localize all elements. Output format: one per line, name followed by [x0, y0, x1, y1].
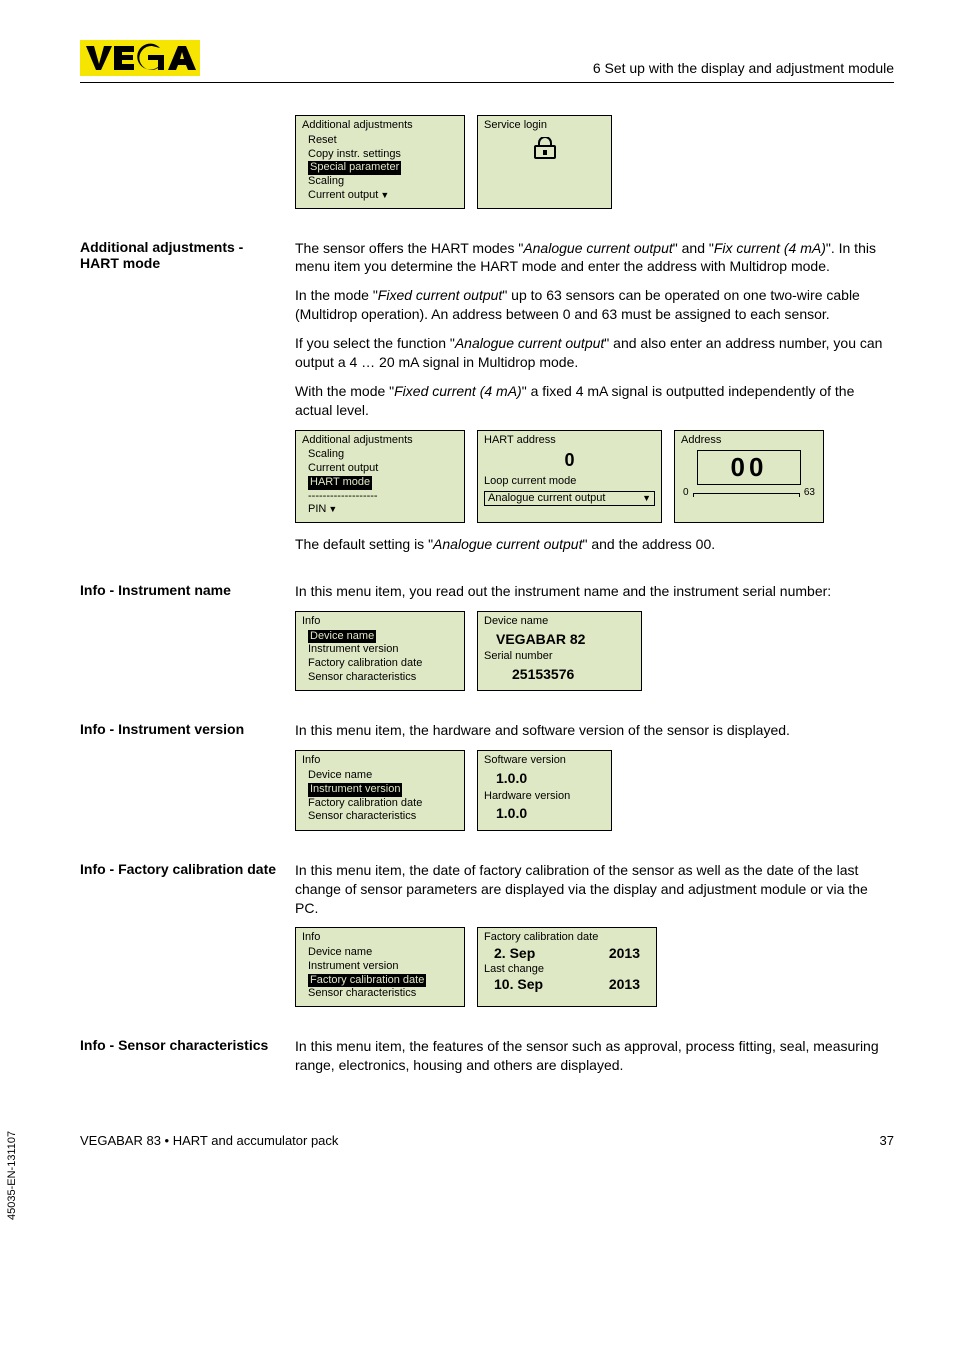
body-text: In this menu item, the features of the s… [295, 1037, 894, 1075]
lcd-title: Service login [484, 119, 605, 133]
lcd-selected: Special parameter [308, 161, 401, 175]
body-text: The default setting is "Analogue current… [295, 535, 894, 554]
heading-instrument-name: Info - Instrument name [80, 582, 295, 598]
lcd-label: Device name [484, 615, 635, 629]
lcd-versions: Software version 1.0.0 Hardware version … [477, 750, 612, 831]
lcd-value: 00 [704, 451, 794, 484]
lcd-title: Address [681, 434, 817, 448]
lcd-value: 1.0.0 [484, 803, 605, 825]
footer-product: VEGABAR 83 • HART and accumulator pack [80, 1133, 338, 1148]
lcd-selected: HART mode [308, 476, 372, 490]
slider-min: 0 [683, 487, 689, 500]
lcd-value: 1.0.0 [484, 768, 605, 790]
lcd-line: Scaling [302, 448, 458, 462]
lock-icon [484, 137, 605, 159]
lcd-value: 2013 [609, 976, 640, 994]
lcd-value: 25153576 [484, 664, 635, 686]
body-text: The sensor offers the HART modes "Analog… [295, 239, 894, 277]
lcd-title: Additional adjustments [302, 119, 458, 133]
body-text: In this menu item, you read out the inst… [295, 582, 894, 601]
heading-instrument-version: Info - Instrument version [80, 721, 295, 737]
lcd-address-picker: Address 00 0 63 [674, 430, 824, 524]
lcd-selected: Factory calibration date [308, 974, 426, 988]
lcd-hart-address: HART address 0 Loop current mode Analogu… [477, 430, 662, 524]
lcd-info-menu: Info Device name Instrument version Fact… [295, 750, 465, 831]
lcd-title: Info [302, 931, 458, 945]
heading-factory-calibration: Info - Factory calibration date [80, 861, 295, 877]
lcd-line: Instrument version [302, 960, 458, 974]
lcd-calibration-dates: Factory calibration date 2. Sep 2013 Las… [477, 927, 657, 1007]
lcd-line: Reset [302, 134, 458, 148]
lcd-value: 10. Sep [494, 976, 543, 994]
lcd-label: Hardware version [484, 790, 605, 804]
lcd-label: Factory calibration date [484, 931, 650, 945]
body-text: In this menu item, the date of factory c… [295, 861, 894, 918]
lcd-line: Current output [302, 189, 458, 203]
body-text: In this menu item, the hardware and soft… [295, 721, 894, 740]
lcd-title: Info [302, 754, 458, 768]
lcd-line: Device name [302, 946, 458, 960]
lcd-value: 2. Sep [494, 945, 535, 963]
heading-sensor-characteristics: Info - Sensor characteristics [80, 1037, 295, 1053]
lcd-info-menu: Info Device name Instrument version Fact… [295, 927, 465, 1007]
lcd-additional-adjustments: Additional adjustments Reset Copy instr.… [295, 115, 465, 209]
header-section-title: 6 Set up with the display and adjustment… [593, 60, 894, 76]
lcd-line: Factory calibration date [302, 657, 458, 671]
lcd-service-login: Service login [477, 115, 612, 209]
lcd-label: Serial number [484, 650, 635, 664]
lcd-line: Current output [302, 462, 458, 476]
lcd-title: HART address [484, 434, 655, 448]
lcd-dropdown-value: Analogue current output [488, 492, 605, 506]
lcd-divider: ------------------- [302, 490, 458, 504]
heading-hart-mode: Additional adjustments - HART mode [80, 239, 295, 271]
vega-logo [80, 40, 200, 76]
lcd-title: Info [302, 615, 458, 629]
lcd-line: Instrument version [302, 643, 458, 657]
lcd-line: Sensor characteristics [302, 987, 458, 1001]
lcd-line: Sensor characteristics [302, 671, 458, 685]
lcd-line: PIN [302, 503, 458, 517]
lcd-title: Additional adjustments [302, 434, 458, 448]
lcd-device-name: Device name VEGABAR 82 Serial number 251… [477, 611, 642, 692]
lcd-slider: 0 63 [681, 487, 817, 500]
lcd-info-menu: Info Device name Instrument version Fact… [295, 611, 465, 692]
lcd-line: Device name [302, 769, 458, 783]
document-code: 45035-EN-131107 [6, 1131, 18, 1220]
lcd-line: Sensor characteristics [302, 810, 458, 824]
lcd-value: 0 [484, 448, 655, 475]
page-number: 37 [880, 1133, 894, 1148]
lcd-line: Scaling [302, 175, 458, 189]
body-text: With the mode "Fixed current (4 mA)" a f… [295, 382, 894, 420]
lcd-label: Last change [484, 963, 650, 977]
lcd-additional-adjustments-2: Additional adjustments Scaling Current o… [295, 430, 465, 524]
lcd-line: Copy instr. settings [302, 148, 458, 162]
lcd-label: Software version [484, 754, 605, 768]
lcd-label: Loop current mode [484, 475, 655, 489]
body-text: If you select the function "Analogue cur… [295, 334, 894, 372]
lcd-selected: Device name [308, 630, 376, 644]
lcd-line: Factory calibration date [302, 797, 458, 811]
lcd-value: 2013 [609, 945, 640, 963]
lcd-value: VEGABAR 82 [484, 629, 635, 651]
chevron-down-icon: ▼ [642, 493, 651, 504]
body-text: In the mode "Fixed current output" up to… [295, 286, 894, 324]
slider-max: 63 [804, 487, 815, 500]
lcd-dropdown: Analogue current output ▼ [484, 491, 655, 507]
lcd-selected: Instrument version [308, 783, 402, 797]
